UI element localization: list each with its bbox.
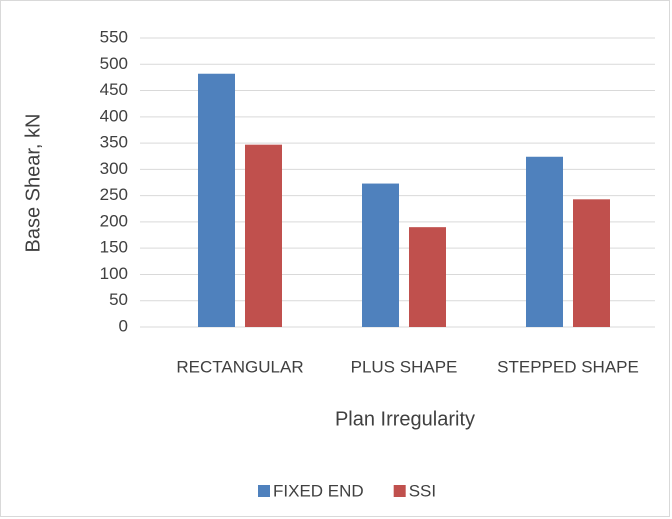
y-tick-label: 150 (100, 238, 128, 257)
x-tick-label: PLUS SHAPE (351, 357, 458, 376)
bar (573, 199, 610, 327)
y-tick-label: 250 (100, 185, 128, 204)
y-tick-label: 400 (100, 106, 128, 125)
y-tick-label: 500 (100, 54, 128, 73)
legend-label: FIXED END (273, 481, 364, 500)
y-tick-label: 0 (119, 316, 128, 335)
bar (362, 183, 399, 327)
x-tick-label: RECTANGULAR (176, 357, 303, 376)
legend-swatch (393, 485, 406, 497)
bar (198, 73, 235, 327)
y-tick-label: 350 (100, 133, 128, 152)
y-tick-label: 200 (100, 211, 128, 230)
y-axis-title: Base Shear, kN (22, 114, 44, 253)
y-tick-label: 300 (100, 159, 128, 178)
legend-label: SSI (409, 481, 436, 500)
x-axis-title: Plan Irregularity (335, 408, 475, 430)
legend-swatch (258, 485, 270, 497)
y-tick-label: 100 (100, 264, 128, 283)
bar (526, 156, 563, 327)
x-tick-label: STEPPED SHAPE (497, 357, 639, 376)
bar (409, 227, 446, 327)
y-tick-label: 50 (109, 290, 128, 309)
y-tick-label: 550 (100, 27, 128, 46)
y-tick-label: 450 (100, 80, 128, 99)
bar (245, 144, 282, 327)
